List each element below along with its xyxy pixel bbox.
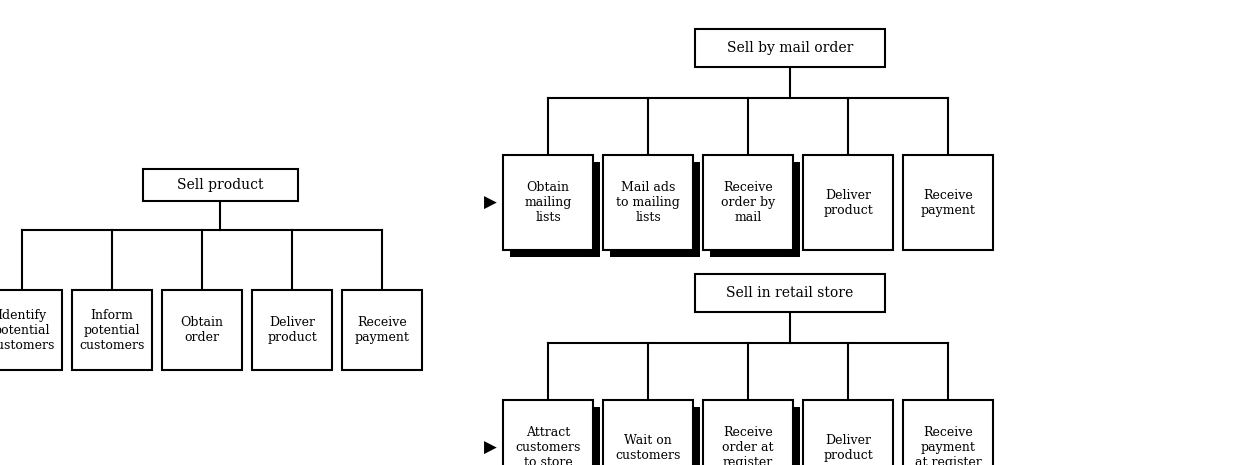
Bar bbox=[342, 290, 423, 370]
Bar bbox=[510, 407, 599, 465]
Text: Receive
order by
mail: Receive order by mail bbox=[721, 181, 775, 224]
Text: Receive
payment
at register: Receive payment at register bbox=[914, 426, 982, 465]
Bar bbox=[510, 162, 599, 257]
Bar bbox=[603, 400, 693, 465]
Bar bbox=[603, 155, 693, 250]
Bar bbox=[252, 290, 332, 370]
Text: Deliver
product: Deliver product bbox=[267, 316, 317, 344]
Bar bbox=[710, 162, 800, 257]
Text: Inform
potential
customers: Inform potential customers bbox=[79, 308, 144, 352]
Bar bbox=[609, 407, 700, 465]
Text: Wait on
customers: Wait on customers bbox=[616, 433, 681, 461]
Text: Receive
payment: Receive payment bbox=[355, 316, 410, 344]
Bar bbox=[162, 290, 242, 370]
Text: ▶: ▶ bbox=[484, 438, 497, 457]
Text: Sell by mail order: Sell by mail order bbox=[727, 41, 853, 55]
Bar bbox=[710, 407, 800, 465]
Text: Receive
order at
register: Receive order at register bbox=[722, 426, 774, 465]
Text: ▶: ▶ bbox=[484, 193, 497, 212]
Text: Obtain
mailing
lists: Obtain mailing lists bbox=[524, 181, 572, 224]
Bar bbox=[503, 400, 593, 465]
Text: Sell in retail store: Sell in retail store bbox=[726, 286, 854, 300]
Bar bbox=[695, 29, 885, 67]
Bar bbox=[695, 274, 885, 312]
Bar bbox=[703, 400, 793, 465]
Text: Identify
potential
customers: Identify potential customers bbox=[0, 308, 55, 352]
Bar bbox=[503, 155, 593, 250]
Bar bbox=[71, 290, 152, 370]
Text: Mail ads
to mailing
lists: Mail ads to mailing lists bbox=[616, 181, 680, 224]
Text: Sell product: Sell product bbox=[177, 178, 263, 192]
Bar bbox=[903, 155, 993, 250]
Text: Obtain
order: Obtain order bbox=[181, 316, 223, 344]
Bar bbox=[803, 400, 893, 465]
Bar bbox=[903, 400, 993, 465]
Bar bbox=[609, 162, 700, 257]
Text: Receive
payment: Receive payment bbox=[920, 188, 976, 217]
Text: Deliver
product: Deliver product bbox=[823, 433, 873, 461]
Text: Deliver
product: Deliver product bbox=[823, 188, 873, 217]
Text: Attract
customers
to store: Attract customers to store bbox=[515, 426, 581, 465]
Bar bbox=[0, 290, 61, 370]
Bar bbox=[703, 155, 793, 250]
Bar bbox=[143, 169, 297, 201]
Bar bbox=[803, 155, 893, 250]
